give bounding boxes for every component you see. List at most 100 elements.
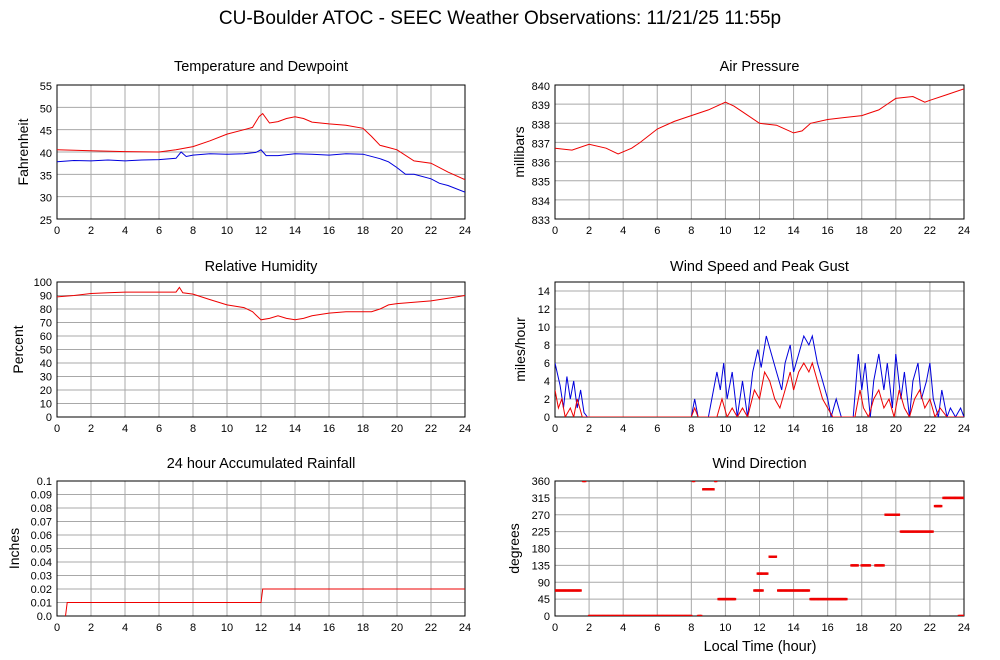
temp-x-tick-label: 2 [88, 225, 94, 237]
pressure-y-tick-label: 839 [532, 100, 550, 112]
wind-y-tick-label: 6 [544, 358, 550, 370]
rh-y-tick-label: 100 [34, 277, 52, 289]
rain-x-tick-label: 14 [289, 622, 301, 634]
pressure-y-axis-label: millibars [511, 126, 527, 177]
temp-x-tick-label: 4 [122, 225, 128, 237]
dir-y-tick-label: 90 [538, 577, 550, 589]
pressure-x-tick-label: 2 [586, 225, 592, 237]
temp-y-tick-label: 55 [40, 81, 52, 93]
rain-x-tick-label: 12 [255, 622, 267, 634]
rain-x-tick-label: 22 [425, 622, 437, 634]
temp-y-axis-label: Fahrenheit [15, 118, 31, 185]
temp-plot-frame [56, 84, 466, 220]
temp-series-0-line [57, 112, 465, 181]
temp-x-tick-label: 14 [289, 225, 301, 237]
wind-series-0-line [555, 334, 964, 417]
pressure-x-tick-label: 20 [890, 225, 902, 237]
rh-y-tick-label: 0 [46, 412, 52, 424]
wind-x-tick-label: 16 [822, 423, 834, 435]
rh-y-tick-label: 20 [40, 385, 52, 397]
wind-x-tick-label: 2 [586, 423, 592, 435]
rh-x-tick-label: 20 [391, 423, 403, 435]
pressure-x-tick-label: 14 [787, 225, 799, 237]
dir-point [807, 589, 811, 592]
wind-y-tick-label: 14 [538, 286, 550, 298]
wind-x-tick-label: 10 [719, 423, 731, 435]
dir-point [962, 496, 964, 500]
wind-y-tick-label: 4 [544, 376, 550, 388]
pressure-x-tick-label: 8 [688, 225, 694, 237]
dir-x-tick-label: 18 [856, 622, 868, 634]
dir-x-tick-label: 20 [890, 622, 902, 634]
rain-x-tick-label: 2 [88, 622, 94, 634]
temp-x-tick-label: 18 [357, 225, 369, 237]
dir-y-tick-label: 180 [532, 544, 550, 556]
wind-plot-frame [554, 281, 965, 418]
rain-y-tick-label: 0.06 [31, 530, 52, 542]
pressure-x-tick-label: 6 [654, 225, 660, 237]
rh-y-tick-label: 70 [40, 318, 52, 330]
pressure-x-tick-label: 10 [719, 225, 731, 237]
dir-point [690, 614, 693, 616]
rain-x-tick-label: 0 [54, 622, 60, 634]
dir-point [856, 564, 859, 567]
wind-y-axis-label: miles/hour [512, 317, 528, 382]
dir-point [897, 513, 901, 516]
pressure-y-tick-label: 837 [532, 138, 550, 150]
pressure-x-tick-label: 16 [822, 225, 834, 237]
dir-y-tick-label: 360 [532, 476, 550, 488]
pressure-y-tick-label: 834 [532, 196, 550, 208]
dir-point [579, 589, 582, 592]
rh-x-tick-label: 10 [221, 423, 233, 435]
temp-series-1-line [57, 149, 465, 193]
rain-x-tick-label: 4 [122, 622, 128, 634]
temp-x-tick-label: 16 [323, 225, 335, 237]
dir-y-tick-label: 0 [544, 611, 550, 623]
temp-x-tick-label: 8 [190, 225, 196, 237]
rain-y-tick-label: 0.02 [31, 584, 52, 596]
pressure-x-tick-label: 0 [552, 225, 558, 237]
pressure-y-tick-label: 835 [532, 177, 550, 189]
rain-x-tick-label: 16 [323, 622, 335, 634]
temp-y-tick-label: 40 [40, 148, 52, 160]
wind-x-tick-label: 18 [856, 423, 868, 435]
wind-x-tick-label: 6 [654, 423, 660, 435]
rh-x-tick-label: 8 [190, 423, 196, 435]
rain-y-tick-label: 0.0 [37, 611, 52, 623]
rh-y-tick-label: 60 [40, 331, 52, 343]
dir-x-tick-label: 22 [924, 622, 936, 634]
dir-x-tick-label: 12 [753, 622, 765, 634]
dir-x-tick-label: 6 [654, 622, 660, 634]
dir-point [931, 530, 934, 533]
rh-x-tick-label: 4 [122, 423, 128, 435]
rain-y-tick-label: 0.08 [31, 503, 52, 515]
dir-y-tick-label: 270 [532, 510, 550, 522]
dir-point [940, 504, 943, 508]
pressure-series-0-line [555, 88, 964, 155]
pressure-y-tick-label: 840 [532, 81, 550, 93]
rh-y-tick-label: 30 [40, 372, 52, 384]
wind-x-tick-label: 14 [787, 423, 799, 435]
rh-y-tick-label: 10 [40, 399, 52, 411]
rain-x-tick-label: 24 [459, 622, 471, 634]
temp-y-tick-label: 45 [40, 126, 52, 138]
dir-y-tick-label: 315 [532, 493, 550, 505]
rh-y-tick-label: 80 [40, 304, 52, 316]
page-title: CU-Boulder ATOC - SEEC Weather Observati… [218, 8, 782, 29]
rain-y-tick-label: 0.1 [37, 476, 52, 488]
temp-x-tick-label: 0 [54, 225, 60, 237]
rh-series-0-line [57, 286, 465, 321]
rh-plot-frame [56, 281, 466, 418]
dir-y-tick-label: 135 [532, 560, 550, 572]
dir-y-tick-label: 225 [532, 527, 550, 539]
rh-x-tick-label: 16 [323, 423, 335, 435]
rain-x-tick-label: 20 [391, 622, 403, 634]
dir-point [692, 481, 696, 483]
rain-x-tick-label: 10 [221, 622, 233, 634]
rh-x-tick-label: 6 [156, 423, 162, 435]
wind-y-tick-label: 10 [538, 322, 550, 334]
